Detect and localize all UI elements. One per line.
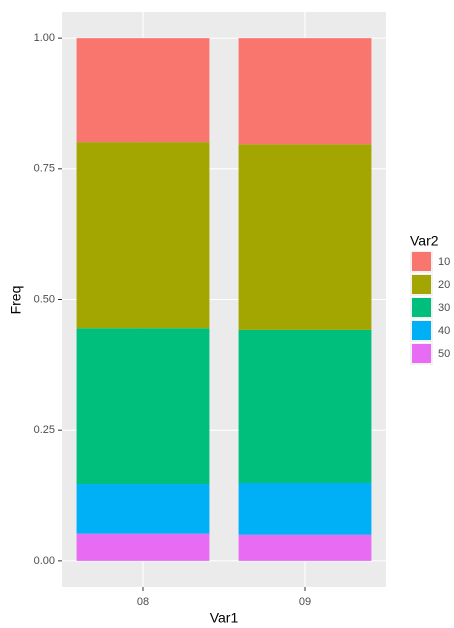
legend-label: 40	[438, 325, 450, 337]
y-axis-title: Freq	[8, 286, 24, 315]
y-tick-label: 0.50	[34, 293, 55, 305]
bar-segment	[238, 534, 372, 561]
legend-key	[412, 321, 431, 340]
bar-segment	[238, 38, 372, 145]
bar-segment	[238, 329, 372, 483]
legend-label: 30	[438, 302, 450, 314]
legend-key	[412, 275, 431, 294]
legend-label: 20	[438, 279, 450, 291]
legend-label: 10	[438, 256, 450, 268]
bar-segment	[76, 533, 210, 561]
bar-segment	[238, 144, 372, 330]
legend-label: 50	[438, 348, 450, 360]
x-axis-title: Var1	[210, 610, 239, 626]
bar-segment	[76, 484, 210, 534]
y-tick-label: 1.00	[34, 32, 55, 44]
y-tick-label: 0.75	[34, 163, 55, 175]
legend-key	[412, 298, 431, 317]
legend-key	[412, 344, 431, 363]
legend-title: Var2	[410, 233, 439, 249]
y-tick-label: 0.25	[34, 424, 55, 436]
bar-segment	[76, 328, 210, 485]
x-tick-label: 08	[137, 596, 149, 608]
y-tick-label: 0.00	[34, 555, 55, 567]
bar-segment	[76, 142, 210, 329]
x-tick-label: 09	[299, 596, 311, 608]
bar-segment	[76, 38, 210, 143]
legend-key	[412, 252, 431, 271]
bar-segment	[238, 482, 372, 535]
